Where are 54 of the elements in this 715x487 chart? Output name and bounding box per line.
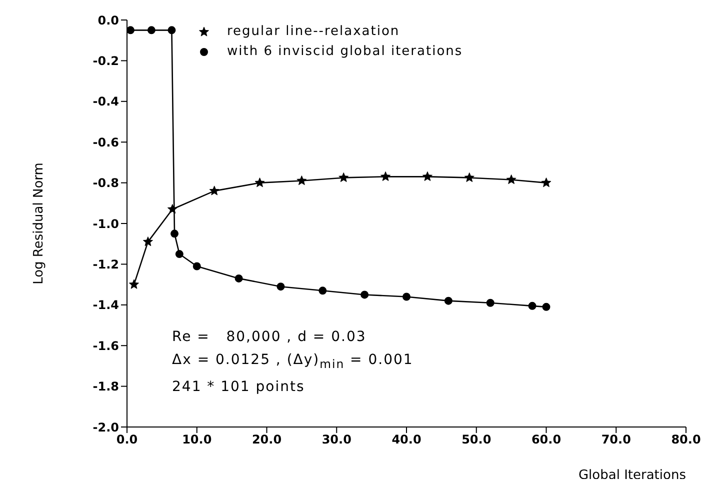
point <box>170 230 179 238</box>
point <box>338 172 349 182</box>
point <box>168 26 176 34</box>
point <box>506 174 516 184</box>
point <box>128 279 139 289</box>
point <box>192 262 201 270</box>
point <box>296 176 307 186</box>
y-tick-label: -1.2 <box>92 257 119 272</box>
x-tick-label: 40.0 <box>392 432 422 447</box>
point <box>127 26 134 34</box>
point <box>175 250 184 258</box>
annotation: Re = 80,000 , d = 0.03 <box>172 328 368 347</box>
point <box>422 171 432 181</box>
point <box>542 302 550 311</box>
annotation: Δx = 0.0125 , (Δy)$_{min}$ = 0.001 <box>172 351 414 373</box>
point <box>276 282 285 291</box>
y-tick-label: -1.8 <box>92 380 119 394</box>
x-tick-label: 0.0 <box>116 432 138 447</box>
point <box>444 296 452 305</box>
point <box>380 171 391 181</box>
x-tick-label: 20.0 <box>252 432 282 447</box>
point <box>318 286 327 295</box>
x-tick-label: 80.0 <box>671 432 701 447</box>
y-tick-label: 0.0 <box>98 13 119 28</box>
x-axis-title: Global Iterations <box>578 468 686 483</box>
legend-label: with 6 inviscid global iterations <box>227 43 463 61</box>
legend-label: regular line--relaxation <box>227 23 400 41</box>
point <box>167 204 178 214</box>
y-tick-label: -2.0 <box>92 420 119 434</box>
point <box>402 292 410 301</box>
x-tick-label: 10.0 <box>182 432 212 447</box>
annotation: 241 * 101 points <box>172 378 306 397</box>
point <box>209 186 220 196</box>
point <box>254 178 265 188</box>
point <box>528 302 536 310</box>
point <box>234 274 243 282</box>
point <box>147 26 156 34</box>
y-tick-label: -0.2 <box>92 54 119 68</box>
y-tick-label: -0.8 <box>92 176 119 190</box>
y-tick-label: -0.4 <box>92 94 119 109</box>
x-tick-label: 70.0 <box>601 432 631 447</box>
point <box>541 178 552 188</box>
y-tick-label: -1.6 <box>92 338 119 353</box>
point <box>360 290 369 299</box>
y-tick-label: -1.4 <box>92 298 119 312</box>
x-tick-label: 30.0 <box>322 432 352 447</box>
x-tick-label: 60.0 <box>531 432 562 447</box>
point <box>142 236 153 246</box>
point <box>464 172 474 182</box>
point <box>486 298 494 307</box>
x-tick-label: 50.0 <box>462 432 492 447</box>
y-tick-label: -1.0 <box>92 216 119 231</box>
y-tick-label: -0.6 <box>92 135 119 150</box>
y-axis-title: Log Residual Norm <box>32 162 47 284</box>
